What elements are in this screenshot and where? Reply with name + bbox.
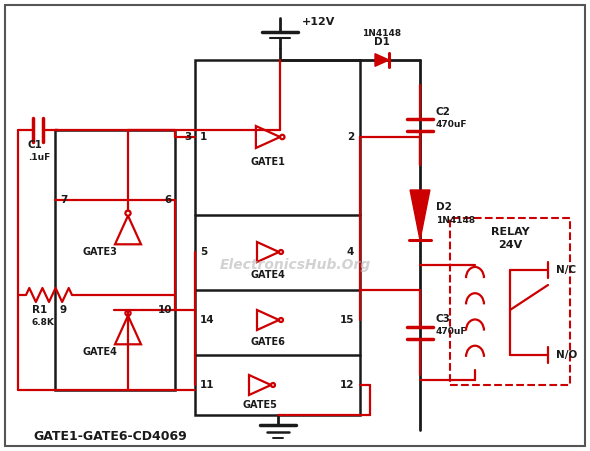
Text: D1: D1 xyxy=(374,37,390,47)
Text: 11: 11 xyxy=(200,380,215,390)
Text: GATE6: GATE6 xyxy=(251,337,286,347)
Text: GATE1: GATE1 xyxy=(251,157,286,167)
Text: 1N4148: 1N4148 xyxy=(436,216,475,225)
Text: 15: 15 xyxy=(339,315,354,325)
Text: 1N4148: 1N4148 xyxy=(362,29,402,38)
Text: 6.8K: 6.8K xyxy=(32,318,55,327)
Text: GATE3: GATE3 xyxy=(83,247,117,257)
Bar xyxy=(450,218,570,385)
Polygon shape xyxy=(410,190,430,240)
Text: 5: 5 xyxy=(200,247,207,257)
Text: C2: C2 xyxy=(436,107,451,117)
Text: D2: D2 xyxy=(436,202,452,212)
Bar xyxy=(195,60,360,415)
Text: 10: 10 xyxy=(158,305,172,315)
Text: 1: 1 xyxy=(200,132,207,142)
Text: .1uF: .1uF xyxy=(28,153,50,162)
Text: 470uF: 470uF xyxy=(436,327,467,336)
Text: C1: C1 xyxy=(28,140,43,150)
Text: 24V: 24V xyxy=(498,240,522,250)
Polygon shape xyxy=(375,54,389,66)
Text: +12V: +12V xyxy=(302,17,335,27)
Text: 9: 9 xyxy=(60,305,67,315)
Text: GATE4: GATE4 xyxy=(251,270,286,280)
Text: GATE4: GATE4 xyxy=(83,347,117,357)
Text: GATE1-GATE6-CD4069: GATE1-GATE6-CD4069 xyxy=(33,430,187,443)
Text: N/O: N/O xyxy=(556,350,577,360)
Text: 7: 7 xyxy=(60,195,67,205)
Text: RELAY: RELAY xyxy=(491,227,529,237)
Text: 2: 2 xyxy=(347,132,354,142)
Text: N/C: N/C xyxy=(556,265,576,275)
Text: C3: C3 xyxy=(436,314,451,325)
Text: GATE5: GATE5 xyxy=(242,400,277,410)
Text: 6: 6 xyxy=(165,195,172,205)
Text: ElectronicsHub.Org: ElectronicsHub.Org xyxy=(219,258,371,272)
Text: R1: R1 xyxy=(32,305,47,315)
Text: 3: 3 xyxy=(185,132,192,142)
Text: 470uF: 470uF xyxy=(436,120,467,129)
Text: 14: 14 xyxy=(200,315,215,325)
Text: 12: 12 xyxy=(339,380,354,390)
Text: 4: 4 xyxy=(347,247,354,257)
Bar xyxy=(55,130,175,390)
